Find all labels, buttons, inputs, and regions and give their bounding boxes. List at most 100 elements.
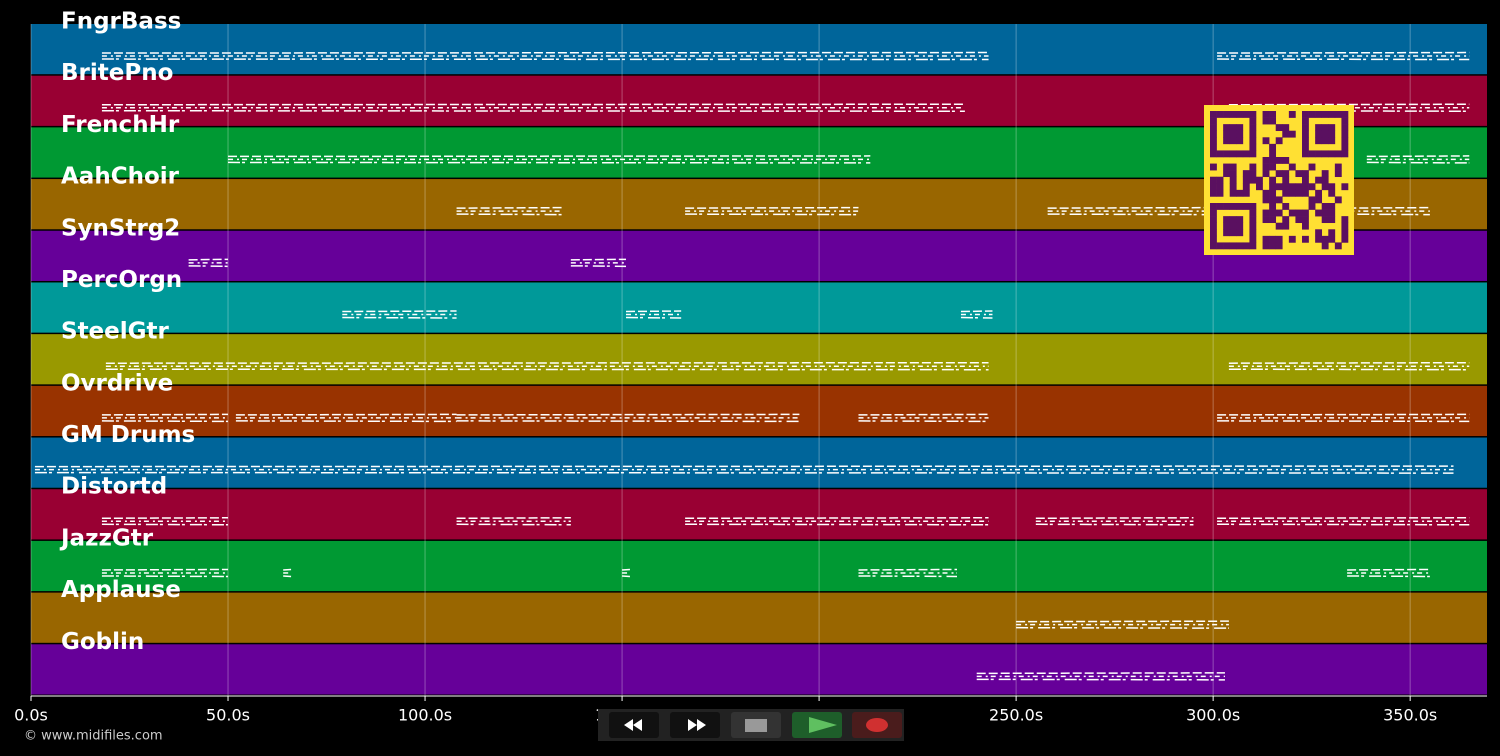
track-label: GM Drums bbox=[61, 422, 195, 448]
note-span bbox=[1366, 155, 1470, 164]
qr-module bbox=[1210, 189, 1217, 197]
qr-module bbox=[1249, 124, 1257, 132]
qr-module bbox=[1341, 183, 1349, 191]
qr-module bbox=[1223, 203, 1231, 210]
qr-module bbox=[1288, 209, 1296, 217]
qr-module bbox=[1236, 124, 1244, 132]
qr-module bbox=[1210, 111, 1217, 118]
note-span bbox=[1347, 568, 1430, 578]
qr-module bbox=[1328, 189, 1336, 197]
note-span bbox=[101, 51, 989, 61]
qr-module bbox=[1262, 117, 1270, 125]
qr-module bbox=[1269, 235, 1277, 243]
track-label: SynStrg2 bbox=[61, 215, 180, 241]
x-tick-label: 100.0s bbox=[398, 706, 452, 725]
qr-module bbox=[1315, 235, 1323, 243]
note-span bbox=[1217, 413, 1470, 423]
track-row bbox=[31, 385, 1487, 437]
note-line bbox=[685, 213, 859, 216]
track-label: Applause bbox=[61, 577, 181, 603]
note-span bbox=[101, 568, 229, 578]
qr-module bbox=[1236, 189, 1244, 197]
qr-module bbox=[1249, 117, 1257, 125]
note-span bbox=[1217, 517, 1470, 526]
qr-module bbox=[1302, 124, 1309, 132]
qr-module bbox=[1275, 222, 1283, 230]
qr-module bbox=[1210, 143, 1217, 151]
note-line bbox=[626, 310, 682, 313]
qr-module bbox=[1275, 196, 1283, 204]
note-line bbox=[626, 316, 682, 319]
qr-module bbox=[1328, 150, 1336, 158]
qr-module bbox=[1321, 130, 1329, 138]
note-span bbox=[685, 206, 859, 216]
qr-module bbox=[1282, 170, 1290, 178]
qr-module bbox=[1269, 157, 1277, 164]
note-line bbox=[1217, 413, 1470, 416]
note-line bbox=[685, 523, 989, 526]
note-span bbox=[858, 413, 989, 423]
qr-module bbox=[1262, 189, 1270, 197]
qr-module bbox=[1249, 130, 1257, 138]
note-line bbox=[1035, 517, 1194, 520]
note-span bbox=[976, 672, 1225, 681]
qr-module bbox=[1216, 150, 1224, 158]
qr-module bbox=[1249, 111, 1257, 118]
note-line bbox=[101, 109, 965, 112]
qr-module bbox=[1295, 170, 1303, 178]
track-label: AahChoir bbox=[61, 164, 180, 190]
qr-module bbox=[1321, 170, 1329, 178]
note-line bbox=[858, 413, 989, 416]
qr-module bbox=[1321, 176, 1329, 184]
qr-module bbox=[1302, 117, 1309, 125]
qr-module bbox=[1223, 130, 1231, 138]
note-span bbox=[105, 361, 989, 371]
x-tick-label: 0.0s bbox=[14, 706, 48, 725]
qr-module bbox=[1295, 209, 1303, 217]
qr-module bbox=[1249, 150, 1257, 158]
qr-module bbox=[1288, 183, 1296, 191]
note-line bbox=[1228, 103, 1470, 106]
note-line bbox=[858, 568, 958, 571]
copyright: © www.midifiles.com bbox=[24, 729, 163, 744]
qr-module bbox=[1341, 124, 1349, 132]
qr-module bbox=[1295, 216, 1303, 224]
qr-module bbox=[1210, 137, 1217, 145]
qr-module bbox=[1210, 216, 1217, 224]
note-line bbox=[1366, 161, 1470, 164]
qr-module bbox=[1269, 209, 1277, 217]
track-label: SteelGtr bbox=[61, 319, 170, 345]
qr-module bbox=[1210, 117, 1217, 125]
qr-module bbox=[1262, 209, 1270, 217]
qr-module bbox=[1275, 235, 1283, 243]
qr-module bbox=[1288, 111, 1296, 118]
qr-module bbox=[1236, 150, 1244, 158]
note-line bbox=[228, 161, 871, 164]
note-line bbox=[1217, 51, 1470, 54]
qr-module bbox=[1315, 189, 1323, 197]
qr-module bbox=[1328, 203, 1336, 210]
qr-module bbox=[1341, 216, 1349, 224]
track-label: Distortd bbox=[61, 474, 167, 500]
track-row bbox=[31, 489, 1487, 540]
note-line bbox=[622, 568, 630, 571]
note-line bbox=[1347, 575, 1430, 578]
qr-module bbox=[1249, 203, 1257, 210]
qr-module bbox=[1210, 222, 1217, 230]
qr-module bbox=[1242, 242, 1250, 250]
note-line bbox=[188, 265, 229, 268]
track-label: FrenchHr bbox=[61, 112, 180, 138]
qr-module bbox=[1229, 163, 1237, 171]
note-line bbox=[1217, 58, 1470, 61]
qr-module bbox=[1328, 216, 1336, 224]
qr-module bbox=[1269, 216, 1277, 224]
note-span bbox=[101, 517, 229, 526]
qr-module bbox=[1262, 235, 1270, 243]
qr-module bbox=[1275, 137, 1283, 145]
qr-module bbox=[1249, 209, 1257, 217]
qr-module bbox=[1242, 111, 1250, 118]
qr-module bbox=[1308, 163, 1316, 171]
qr-module bbox=[1321, 203, 1329, 210]
qr-module bbox=[1328, 130, 1336, 138]
qr-module bbox=[1302, 189, 1309, 197]
